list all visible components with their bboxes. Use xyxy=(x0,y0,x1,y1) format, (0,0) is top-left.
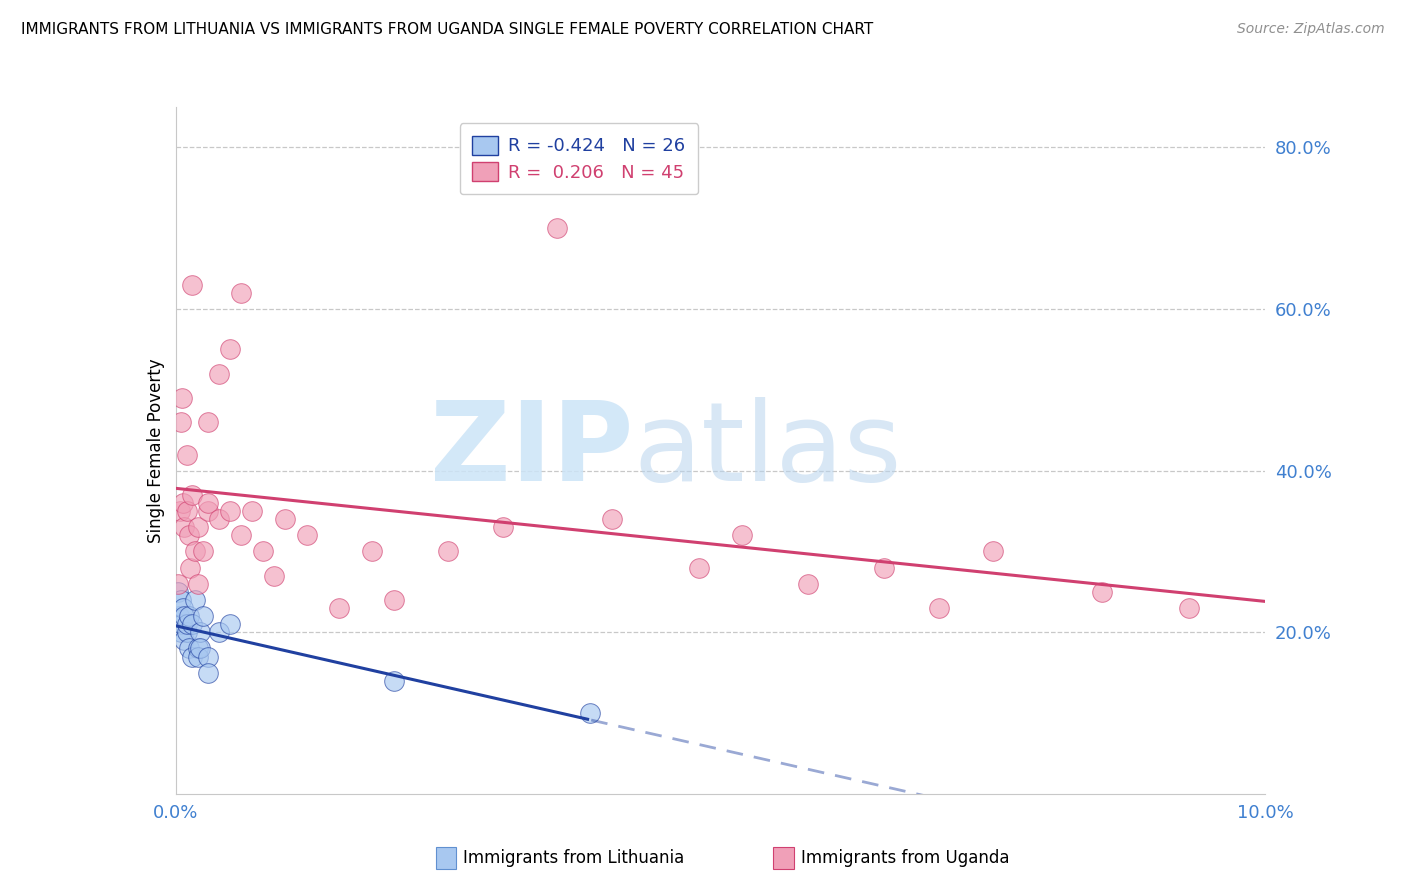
Point xyxy=(219,617,242,632)
Point xyxy=(173,520,195,534)
Point xyxy=(176,448,198,462)
Point xyxy=(177,641,200,656)
Text: atlas: atlas xyxy=(633,397,901,504)
Point xyxy=(170,415,193,429)
Point xyxy=(186,576,209,591)
Point xyxy=(170,593,193,607)
Point xyxy=(186,649,209,664)
Point xyxy=(208,512,231,526)
Point xyxy=(208,625,231,640)
Point xyxy=(172,391,194,405)
Point xyxy=(186,520,209,534)
Point xyxy=(600,512,623,526)
Point xyxy=(186,641,209,656)
Point xyxy=(252,544,274,558)
Point xyxy=(197,415,219,429)
Point xyxy=(167,576,190,591)
Point xyxy=(1091,585,1114,599)
Point xyxy=(177,609,200,624)
Text: IMMIGRANTS FROM LITHUANIA VS IMMIGRANTS FROM UGANDA SINGLE FEMALE POVERTY CORREL: IMMIGRANTS FROM LITHUANIA VS IMMIGRANTS … xyxy=(21,22,873,37)
Point xyxy=(179,560,201,574)
Point xyxy=(208,367,231,381)
Point xyxy=(172,601,194,615)
Point xyxy=(169,504,191,518)
Text: Immigrants from Uganda: Immigrants from Uganda xyxy=(800,848,1010,867)
Point xyxy=(197,504,219,518)
Point xyxy=(176,504,198,518)
Point xyxy=(492,520,515,534)
Point xyxy=(437,544,460,558)
Point xyxy=(167,609,190,624)
Point xyxy=(263,568,285,582)
Point xyxy=(173,609,195,624)
Point xyxy=(188,625,211,640)
Point xyxy=(176,625,198,640)
Point xyxy=(797,576,820,591)
Point xyxy=(382,593,405,607)
Point xyxy=(172,496,194,510)
Point xyxy=(579,706,602,720)
Point xyxy=(1178,601,1201,615)
Point xyxy=(731,528,754,542)
Point xyxy=(219,343,242,357)
Point xyxy=(177,528,200,542)
Point xyxy=(928,601,950,615)
FancyBboxPatch shape xyxy=(773,847,793,869)
Point xyxy=(981,544,1004,558)
Point xyxy=(176,617,198,632)
Point xyxy=(382,673,405,688)
Point xyxy=(360,544,382,558)
Point xyxy=(184,593,207,607)
Point xyxy=(181,649,204,664)
Legend: R = -0.424   N = 26, R =  0.206   N = 45: R = -0.424 N = 26, R = 0.206 N = 45 xyxy=(460,123,699,194)
Point xyxy=(181,617,204,632)
Point xyxy=(295,528,318,542)
Point xyxy=(181,277,204,292)
Text: ZIP: ZIP xyxy=(430,397,633,504)
Point xyxy=(231,528,253,542)
Point xyxy=(231,285,253,300)
Point xyxy=(173,633,195,648)
Point xyxy=(197,665,219,680)
Text: Immigrants from Lithuania: Immigrants from Lithuania xyxy=(463,848,685,867)
FancyBboxPatch shape xyxy=(436,847,456,869)
Point xyxy=(191,544,214,558)
Point xyxy=(184,544,207,558)
Y-axis label: Single Female Poverty: Single Female Poverty xyxy=(146,359,165,542)
Point xyxy=(197,649,219,664)
Point xyxy=(546,221,568,235)
Point xyxy=(172,617,194,632)
Point xyxy=(188,641,211,656)
Point xyxy=(181,488,204,502)
Point xyxy=(219,504,242,518)
Point xyxy=(873,560,896,574)
Point xyxy=(167,585,190,599)
Point xyxy=(191,609,214,624)
Point xyxy=(197,496,219,510)
Point xyxy=(274,512,297,526)
Point xyxy=(170,625,193,640)
Text: Source: ZipAtlas.com: Source: ZipAtlas.com xyxy=(1237,22,1385,37)
Point xyxy=(328,601,350,615)
Point xyxy=(688,560,710,574)
Point xyxy=(240,504,263,518)
